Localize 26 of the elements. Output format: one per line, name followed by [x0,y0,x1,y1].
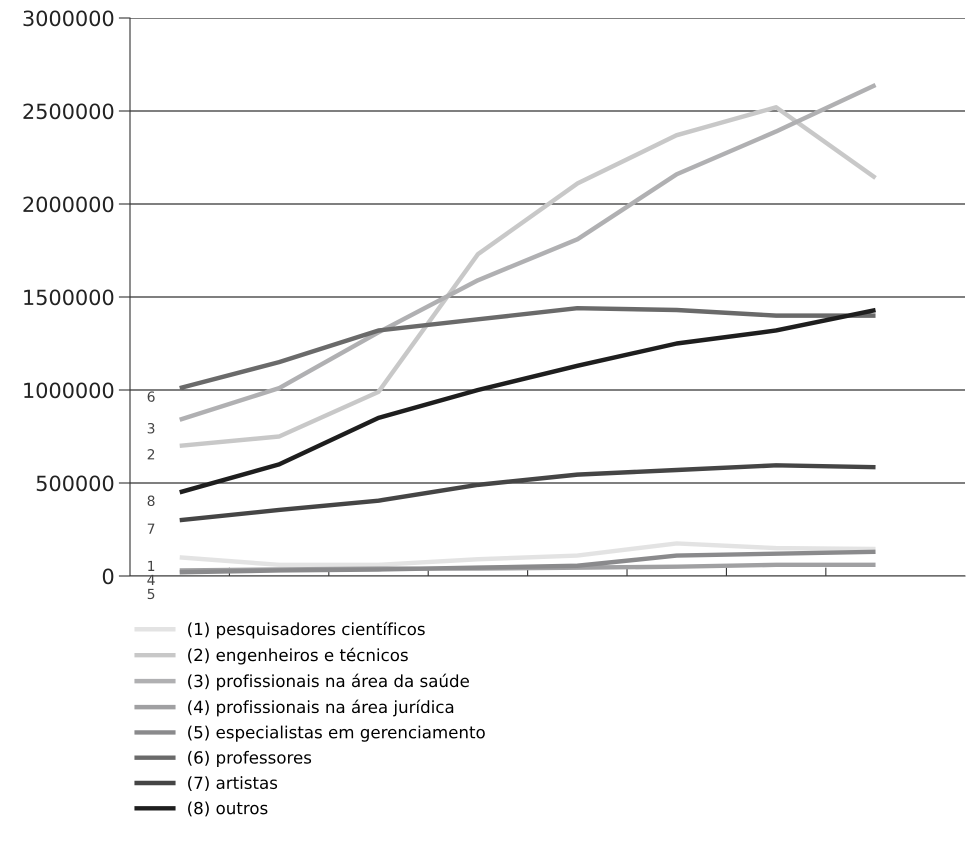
text: 5 [148,588,154,600]
y-tick-label: 1500000 [24,289,114,306]
annotation: 3 [148,423,154,434]
legend-label: (6) professores [188,750,312,768]
y-tick-label: 2500000 [23,103,114,120]
legend-label: (2) engenheiros e técnicos [188,648,408,664]
y-tick-label: 2000000 [23,196,114,212]
y-tick-label: 1000000 [24,382,114,398]
annotation: 1 [148,560,154,571]
annotation: 2 [148,449,154,460]
annotation: 8 [148,496,155,506]
legend-label: (4) profissionais na área jurídica [188,700,454,716]
annotation: 7 [148,524,154,534]
y-tick-label: 500000 [36,475,114,492]
legend-label: (1) pesquisadores científicos [188,622,425,639]
y-tick-label: 0 [102,568,114,584]
legend-label: (8) outros [188,801,268,816]
annotation: 6 [148,391,155,402]
line-series [177,308,878,495]
annotation: 4 [147,574,155,585]
y-tick-label: 3000000 [24,10,114,26]
line-series [177,306,878,390]
line-series [177,463,878,522]
legend-label: (3) profissionais na área da saúde [188,674,469,690]
legend-label: (5) especialistas em gerenciamento [188,726,485,742]
legend-label: (7) artistas [188,776,278,792]
